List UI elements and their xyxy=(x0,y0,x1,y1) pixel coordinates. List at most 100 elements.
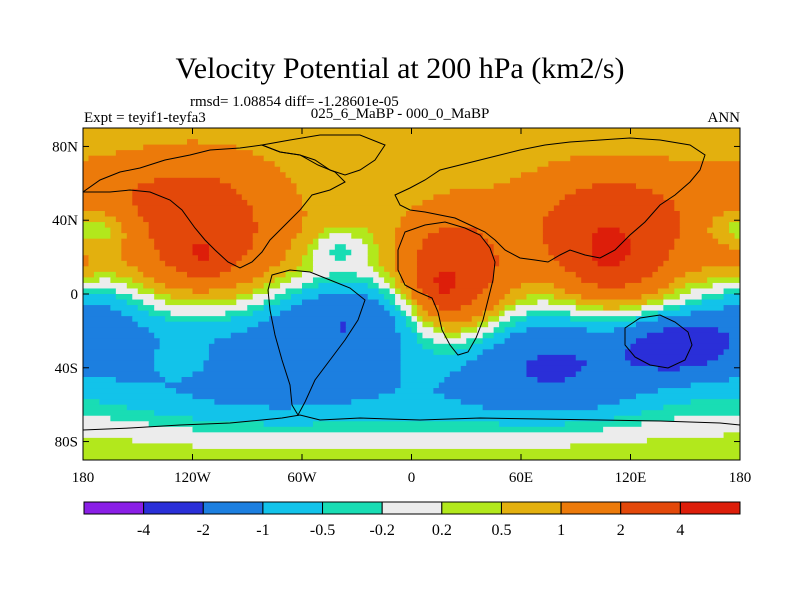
field-cell xyxy=(542,216,681,223)
field-cell xyxy=(329,249,352,256)
field-cell xyxy=(630,244,675,251)
field-cell xyxy=(88,255,122,262)
field-cell xyxy=(685,271,740,278)
y-axis: 80N 40N 0 40S 80S xyxy=(52,139,740,451)
field-cell xyxy=(493,327,506,334)
field-cell xyxy=(93,271,117,278)
field-cell xyxy=(187,271,221,278)
field-cell xyxy=(83,155,90,162)
field-cell xyxy=(181,377,402,384)
field-cell xyxy=(83,305,111,312)
field-cell xyxy=(416,332,424,339)
field-cell xyxy=(302,194,434,201)
field-cell xyxy=(334,255,347,262)
field-cell xyxy=(395,249,418,256)
field-cell xyxy=(115,271,144,278)
field-cell xyxy=(132,188,237,195)
field-cell xyxy=(729,338,740,345)
field-cell xyxy=(510,288,566,295)
field-cell xyxy=(433,194,566,201)
colorbar-swatch xyxy=(560,501,622,515)
field-cell xyxy=(526,360,588,367)
field-cell xyxy=(143,299,166,306)
field-cell xyxy=(581,294,643,301)
field-cell xyxy=(99,277,111,284)
field-cell xyxy=(482,332,495,339)
field-cell xyxy=(137,205,254,212)
field-cell xyxy=(400,365,462,373)
field-cell xyxy=(411,327,418,334)
field-cell xyxy=(121,222,150,229)
field-cell xyxy=(564,194,664,201)
field-cell xyxy=(247,305,265,312)
field-cell xyxy=(291,177,511,184)
field-cell xyxy=(302,299,380,306)
field-cell xyxy=(192,426,604,433)
field-cell xyxy=(208,343,402,350)
field-cell xyxy=(723,211,740,218)
field-cell xyxy=(143,216,254,223)
field-cell xyxy=(630,238,675,245)
field-cell xyxy=(88,260,128,267)
colorbar-swatch xyxy=(83,501,145,515)
field-cell xyxy=(187,139,199,146)
field-cell xyxy=(581,277,643,284)
field-cell xyxy=(170,294,237,301)
field-cell xyxy=(395,388,434,395)
field-cell xyxy=(83,332,155,339)
field-cell xyxy=(263,299,281,306)
field-cell xyxy=(641,277,675,284)
field-cell xyxy=(433,388,659,395)
field-cell xyxy=(312,260,369,267)
field-cell xyxy=(345,327,396,334)
field-cell xyxy=(444,393,637,400)
field-cell xyxy=(400,288,413,295)
field-cell xyxy=(592,255,626,262)
field-cell xyxy=(619,399,692,406)
field-cell xyxy=(504,327,528,334)
field-cell xyxy=(83,288,117,295)
field-cell xyxy=(247,199,303,207)
field-cell xyxy=(395,227,440,234)
field-cell xyxy=(83,199,133,207)
field-cell xyxy=(416,271,440,278)
field-cell xyxy=(312,421,500,428)
field-cell xyxy=(438,227,478,234)
field-cell xyxy=(395,294,402,301)
field-cell xyxy=(575,299,648,306)
field-cell xyxy=(83,139,188,146)
field-cell xyxy=(384,277,396,284)
colorbar-label: 1 xyxy=(557,522,565,539)
colorbar-label: -1 xyxy=(256,522,269,539)
field-cell xyxy=(280,282,303,290)
field-cell xyxy=(274,294,292,301)
field-cell xyxy=(603,426,740,433)
field-cell xyxy=(581,365,659,373)
field-cell xyxy=(307,211,407,218)
field-cell xyxy=(83,238,122,245)
field-cell xyxy=(176,266,232,273)
field-cell xyxy=(83,388,177,395)
field-cell xyxy=(406,310,413,317)
field-cell xyxy=(400,343,424,350)
field-cell xyxy=(564,421,643,428)
field-cell xyxy=(701,294,725,301)
field-cell xyxy=(83,382,166,389)
field-cell xyxy=(367,227,396,234)
field-cell xyxy=(395,321,407,328)
field-cell xyxy=(230,183,298,190)
antarctica-outline xyxy=(83,414,740,431)
field-cell xyxy=(674,415,740,422)
field-cell xyxy=(400,371,451,378)
field-cell xyxy=(285,255,303,262)
field-cell xyxy=(83,310,122,317)
field-cell xyxy=(553,255,593,262)
field-cell xyxy=(230,266,270,273)
field-cell xyxy=(679,227,708,234)
field-cell xyxy=(154,365,205,373)
field-cell xyxy=(668,155,740,162)
field-cell xyxy=(641,421,740,428)
colorbar-label: 0.5 xyxy=(491,522,511,539)
field-cell xyxy=(416,316,424,323)
field-cell xyxy=(280,299,303,306)
